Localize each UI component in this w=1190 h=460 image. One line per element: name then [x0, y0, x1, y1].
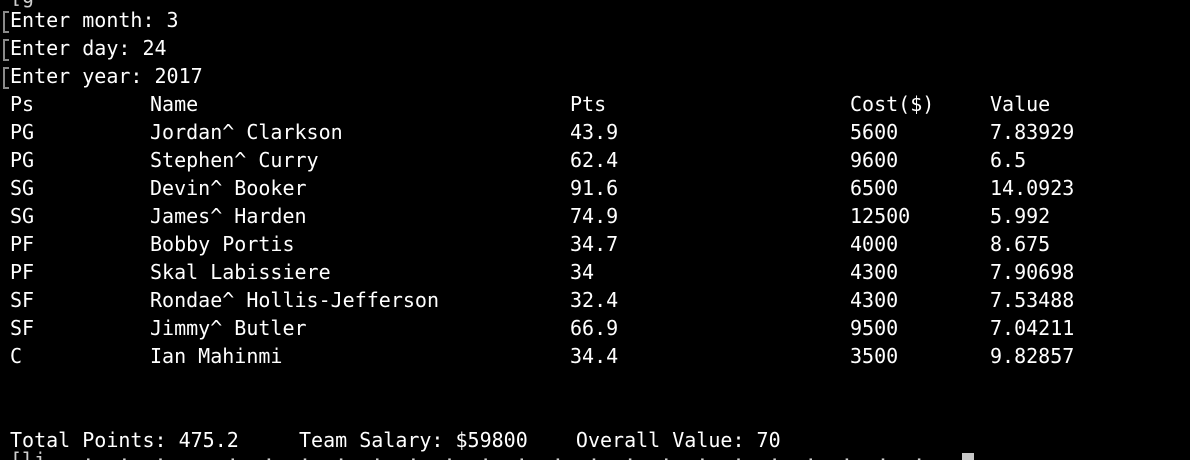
cell-name: Devin^ Booker — [150, 176, 307, 200]
cell-cost: 3500 — [850, 344, 899, 368]
cell-ps: PG — [10, 148, 35, 172]
table-row: PG Stephen^ Curry 62.4 9600 6.5 — [0, 146, 1190, 174]
cell-pts: 43.9 — [570, 120, 619, 144]
cell-value: 7.83929 — [990, 120, 1075, 144]
cell-value: 5.992 — [990, 204, 1051, 228]
table-row: PF Skal Labissiere 34 4300 7.90698 — [0, 258, 1190, 286]
summary-line: Total Points: 475.2 Team Salary: $59800 … — [10, 428, 781, 452]
cut-off-previous-line: [g · · · · · · · · · · · · · · · · · · ·… — [10, 0, 1094, 10]
cell-pts: 62.4 — [570, 148, 619, 172]
cell-cost: 9600 — [850, 148, 899, 172]
cell-cost: 9500 — [850, 316, 899, 340]
cell-pts: 74.9 — [570, 204, 619, 228]
prompt-month: Enter month: 3 — [10, 8, 179, 32]
prompt-mark-icon — [3, 67, 9, 89]
cell-value: 8.675 — [990, 232, 1051, 256]
cell-value: 7.04211 — [990, 316, 1075, 340]
cell-cost: 4000 — [850, 232, 899, 256]
prompt-mark-icon — [3, 39, 9, 61]
cell-ps: PF — [10, 232, 35, 256]
prompt-year: Enter year: 2017 — [10, 64, 203, 88]
header-cost: Cost($) — [850, 92, 935, 116]
cell-ps: SG — [10, 204, 35, 228]
cell-value: 7.53488 — [990, 288, 1075, 312]
cell-value: 9.82857 — [990, 344, 1075, 368]
cell-pts: 66.9 — [570, 316, 619, 340]
cell-ps: PG — [10, 120, 35, 144]
table-row: C Ian Mahinmi 34.4 3500 9.82857 — [0, 342, 1190, 370]
cell-ps: SF — [10, 288, 35, 312]
cell-ps: SG — [10, 176, 35, 200]
table-row: PF Bobby Portis 34.7 4000 8.675 — [0, 230, 1190, 258]
prompt-day: Enter day: 24 — [10, 36, 167, 60]
table-row: SG Devin^ Booker 91.6 6500 14.0923 — [0, 174, 1190, 202]
table-row: PG Jordan^ Clarkson 43.9 5600 7.83929 — [0, 118, 1190, 146]
header-value: Value — [990, 92, 1051, 116]
cell-ps: PF — [10, 260, 35, 284]
header-pts: Pts — [570, 92, 607, 116]
table-row: SF Rondae^ Hollis-Jefferson 32.4 4300 7.… — [0, 286, 1190, 314]
cell-pts: 91.6 — [570, 176, 619, 200]
cell-cost: 6500 — [850, 176, 899, 200]
cell-name: Skal Labissiere — [150, 260, 331, 284]
cell-value: 6.5 — [990, 148, 1027, 172]
cut-off-next-line: [li · · · · · · · · · · · · · · · · · · … — [10, 448, 926, 460]
cell-pts: 34.7 — [570, 232, 619, 256]
table-header-row: Ps Name Pts Cost($) Value — [0, 90, 1190, 118]
cell-pts: 32.4 — [570, 288, 619, 312]
cell-name: Rondae^ Hollis-Jefferson — [150, 288, 439, 312]
cell-pts: 34.4 — [570, 344, 619, 368]
header-name: Name — [150, 92, 199, 116]
cell-cost: 5600 — [850, 120, 899, 144]
cell-name: Jordan^ Clarkson — [150, 120, 343, 144]
cell-value: 14.0923 — [990, 176, 1075, 200]
cell-name: Bobby Portis — [150, 232, 295, 256]
terminal-cursor — [962, 453, 974, 460]
cell-ps: SF — [10, 316, 35, 340]
cell-name: Ian Mahinmi — [150, 344, 283, 368]
cell-cost: 4300 — [850, 288, 899, 312]
prompt-mark-icon — [3, 11, 9, 33]
cell-cost: 4300 — [850, 260, 899, 284]
header-ps: Ps — [10, 92, 35, 116]
cell-name: Jimmy^ Butler — [150, 316, 307, 340]
cell-value: 7.90698 — [990, 260, 1075, 284]
cell-name: James^ Harden — [150, 204, 307, 228]
table-row: SF Jimmy^ Butler 66.9 9500 7.04211 — [0, 314, 1190, 342]
cell-ps: C — [10, 344, 23, 368]
cell-name: Stephen^ Curry — [150, 148, 319, 172]
cell-pts: 34 — [570, 260, 595, 284]
cell-cost: 12500 — [850, 204, 911, 228]
table-row: SG James^ Harden 74.9 12500 5.992 — [0, 202, 1190, 230]
